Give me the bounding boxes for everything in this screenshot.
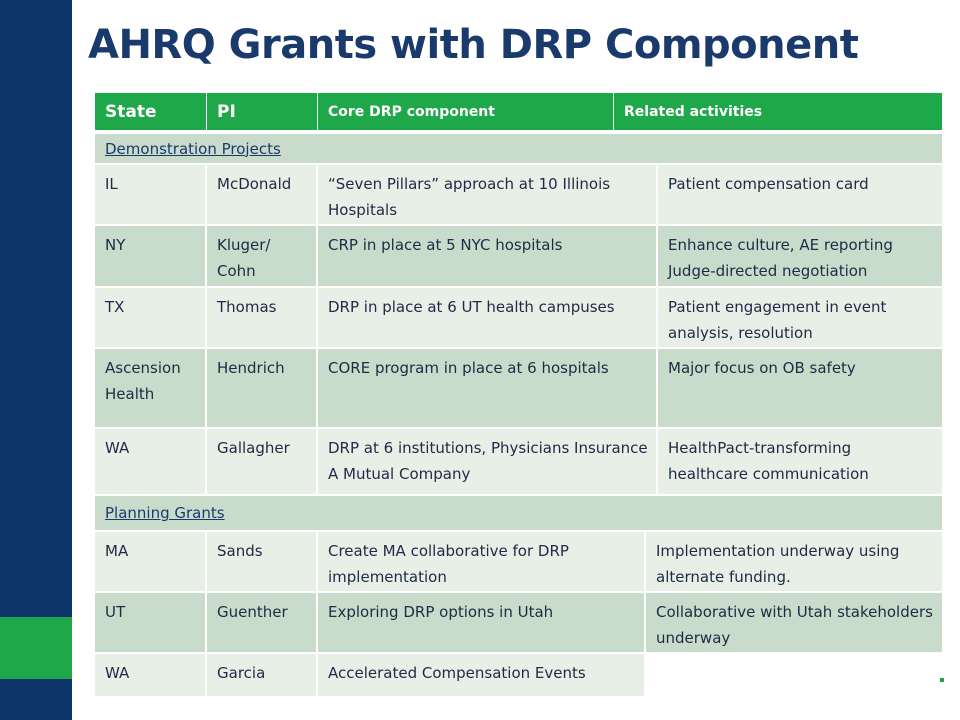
table-row: UT Guenther Exploring DRP options in Uta… <box>95 593 942 654</box>
cell-related: Patient compensation card <box>668 175 869 193</box>
cell-state: IL <box>95 165 207 224</box>
cell-related: Patient engagement in event analysis, re… <box>668 298 887 342</box>
cell-state: Ascension Health <box>95 349 207 427</box>
cell-state: WA <box>95 654 207 696</box>
sidebar-accent-block <box>0 617 72 679</box>
cell-core: Create MA collaborative for DRP implemen… <box>318 532 646 591</box>
table-row: IL McDonald “Seven Pillars” approach at … <box>95 165 942 226</box>
cell-state: UT <box>95 593 207 652</box>
table-header-row: State PI Core DRP component Related acti… <box>95 93 942 130</box>
cell-core: DRP at 6 institutions, Physicians Insura… <box>318 429 658 494</box>
cell-state: WA <box>95 429 207 494</box>
cell-pi: McDonald <box>207 165 318 224</box>
cell-related: Collaborative with Utah stakeholders und… <box>656 603 933 647</box>
table-row: TX Thomas DRP in place at 6 UT health ca… <box>95 288 942 349</box>
table-row: Ascension Health Hendrich CORE program i… <box>95 349 942 429</box>
header-pi: PI <box>207 93 318 130</box>
table-row: WA Gallagher DRP at 6 institutions, Phys… <box>95 429 942 496</box>
left-sidebar-band <box>0 0 72 720</box>
table-row: NY Kluger/ Cohn CRP in place at 5 NYC ho… <box>95 226 942 288</box>
cell-state: MA <box>95 532 207 591</box>
corner-accent-mark <box>940 678 944 682</box>
cell-related: HealthPact-transforming healthcare commu… <box>668 439 869 483</box>
cell-related: Implementation underway using alternate … <box>656 542 900 586</box>
section-demonstration-projects: Demonstration Projects <box>95 134 942 165</box>
grants-table: State PI Core DRP component Related acti… <box>95 93 942 698</box>
cell-related: Major focus on OB safety <box>668 359 856 377</box>
cell-pi: Gallagher <box>207 429 318 494</box>
cell-core: Accelerated Compensation Events <box>318 654 646 696</box>
cell-pi: Guenther <box>207 593 318 652</box>
section-planning-grants: Planning Grants <box>95 496 942 532</box>
cell-related <box>646 654 942 696</box>
cell-core: DRP in place at 6 UT health campuses <box>318 288 658 347</box>
cell-core: CRP in place at 5 NYC hospitals <box>318 226 658 286</box>
cell-pi: Hendrich <box>207 349 318 427</box>
header-state: State <box>95 93 207 130</box>
cell-state: TX <box>95 288 207 347</box>
cell-state: NY <box>95 226 207 286</box>
table-row: MA Sands Create MA collaborative for DRP… <box>95 532 942 593</box>
cell-pi: Sands <box>207 532 318 591</box>
header-core-drp: Core DRP component <box>318 93 614 130</box>
cell-core: “Seven Pillars” approach at 10 Illinois … <box>318 165 658 224</box>
table-body: Demonstration Projects IL McDonald “Seve… <box>95 134 942 698</box>
table-row: WA Garcia Accelerated Compensation Event… <box>95 654 942 698</box>
cell-core: CORE program in place at 6 hospitals <box>318 349 658 427</box>
header-related: Related activities <box>624 103 763 120</box>
cell-pi: Thomas <box>207 288 318 347</box>
cell-pi: Garcia <box>207 654 318 696</box>
cell-pi: Kluger/ Cohn <box>207 226 318 286</box>
cell-related: Enhance culture, AE reporting Judge-dire… <box>668 236 893 280</box>
slide-title: AHRQ Grants with DRP Component <box>88 22 859 68</box>
cell-core: Exploring DRP options in Utah <box>318 593 646 652</box>
